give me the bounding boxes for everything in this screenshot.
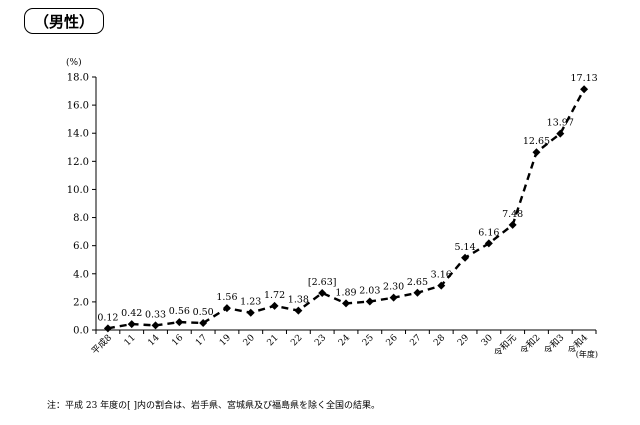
data-point-marker: [175, 318, 184, 327]
y-tick-label: 6.0: [73, 241, 89, 252]
data-label: 7.48: [502, 209, 523, 220]
data-label: 0.42: [121, 308, 142, 319]
x-tick-label: 平成8: [89, 331, 114, 356]
data-point-marker: [461, 253, 470, 262]
data-point-marker: [246, 308, 255, 317]
data-label: 1.23: [240, 297, 261, 308]
data-label: 0.12: [97, 312, 118, 323]
x-tick-label: 28: [432, 333, 447, 348]
data-point-marker: [532, 148, 541, 157]
x-tick-label: 27: [408, 333, 423, 348]
y-tick-label: 18.0: [67, 73, 89, 84]
data-point-marker: [318, 289, 327, 298]
data-label: 0.56: [169, 306, 190, 317]
x-tick-label: 29: [456, 333, 471, 348]
x-tick-label: 23: [313, 333, 328, 348]
data-label: 1.72: [264, 290, 285, 301]
x-tick-label: 30: [480, 333, 495, 348]
y-tick-label: 2.0: [73, 297, 89, 308]
data-label: [2.63]: [308, 277, 337, 288]
data-point-marker: [413, 288, 422, 297]
data-point-marker: [508, 220, 517, 229]
data-point-marker: [580, 85, 589, 94]
x-tick-label: 26: [385, 333, 400, 348]
data-label: 12.65: [523, 136, 550, 147]
y-tick-label: 8.0: [73, 213, 89, 224]
data-point-marker: [151, 321, 160, 330]
data-label: 6.16: [478, 227, 499, 238]
data-point-marker: [199, 318, 208, 327]
data-point-marker: [437, 281, 446, 290]
x-tick-label: 令和元: [491, 332, 519, 360]
x-tick-label: 24: [337, 333, 352, 348]
y-tick-label: 12.0: [67, 157, 89, 168]
series-line: [103, 85, 589, 333]
data-label: 3.16: [431, 270, 452, 281]
y-tick-label: 14.0: [67, 129, 89, 140]
x-tick-label: 21: [266, 333, 281, 348]
x-tick-label: 20: [242, 333, 257, 348]
y-tick-label: 0.0: [73, 326, 89, 337]
x-tick-label: 17: [194, 333, 209, 348]
data-point-marker: [365, 297, 374, 306]
data-point-marker: [127, 320, 136, 329]
x-tick-label: 22: [289, 333, 304, 348]
data-label: 17.13: [570, 73, 597, 84]
data-label: 2.03: [359, 285, 380, 296]
data-label: 13.97: [547, 118, 574, 129]
x-tick-label: 19: [218, 333, 233, 348]
x-tick-label: 令和3: [541, 331, 566, 356]
data-label: 2.30: [383, 282, 404, 293]
x-tick-label: 令和2: [517, 332, 542, 357]
x-tick-label: 11: [123, 333, 138, 348]
data-label: 1.56: [216, 292, 237, 303]
chart-title: （男性）: [24, 8, 104, 34]
x-axis-unit: (年度): [576, 349, 598, 359]
data-point-marker: [222, 304, 231, 313]
y-tick-label: 16.0: [67, 101, 89, 112]
x-tick-label: 14: [146, 333, 161, 348]
data-label: 5.14: [454, 242, 475, 253]
data-label: 0.33: [145, 309, 166, 320]
data-label: 1.38: [288, 295, 309, 306]
y-tick-label: 4.0: [73, 269, 89, 280]
data-point-marker: [484, 239, 493, 248]
data-point-marker: [342, 299, 350, 308]
footnote: 注：平成 23 年度の[ ]内の割合は、岩手県、宮城県及び福島県を除く全国の結果…: [47, 401, 381, 411]
data-point-marker: [556, 129, 565, 138]
data-label: 0.50: [193, 307, 214, 318]
x-tick-label: 25: [361, 333, 376, 348]
data-label: 2.65: [407, 277, 428, 288]
x-tick-label: 16: [170, 333, 185, 348]
data-point-marker: [270, 301, 279, 310]
data-labels: 0.12 0.42 0.33 0.56 0.501.56 1.231.72 1.38 [2.6…: [97, 73, 597, 323]
y-tick-label: 10.0: [67, 185, 89, 196]
y-axis-unit: (%): [66, 57, 82, 68]
data-point-marker: [294, 306, 303, 315]
data-point-marker: [103, 324, 112, 333]
data-point-marker: [389, 293, 398, 302]
data-label: 1.89: [335, 287, 356, 298]
